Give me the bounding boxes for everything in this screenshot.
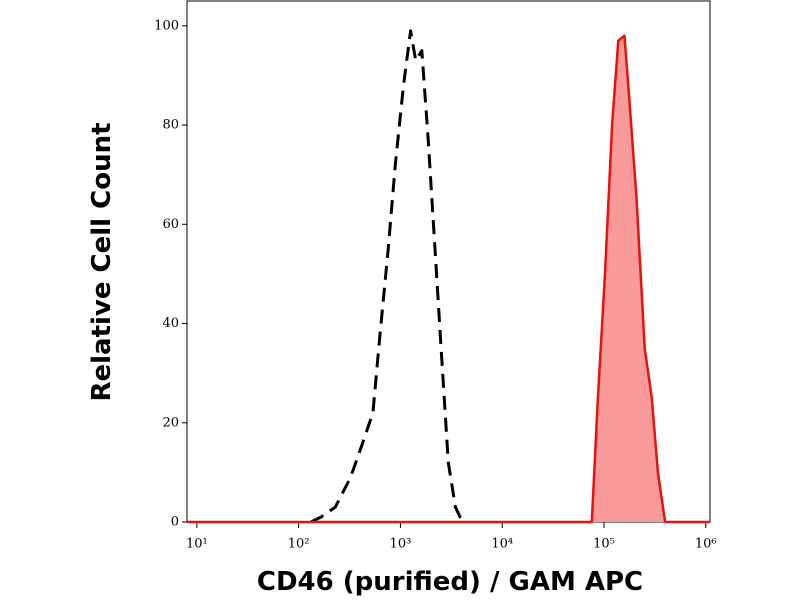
series-line (310, 29, 464, 524)
y-tick-label: 0 (171, 515, 179, 530)
x-tick-label: 10³ (390, 537, 412, 552)
x-tick-label: 10⁵ (593, 537, 615, 552)
y-tick-label: 100 (154, 18, 179, 33)
y-tick-label: 60 (162, 217, 179, 232)
x-axis-title: CD46 (purified) / GAM APC (257, 567, 643, 597)
y-tick-label: 40 (162, 316, 179, 331)
x-tick-label: 10² (288, 537, 310, 552)
y-tick-label: 80 (162, 118, 179, 133)
series-line (187, 34, 710, 524)
y-tick-label: 20 (162, 415, 179, 430)
y-axis-title: Relative Cell Count (87, 122, 117, 401)
x-tick-label: 10¹ (186, 537, 208, 552)
x-tick-label: 10⁶ (695, 537, 717, 552)
x-tick-label: 10⁴ (491, 537, 513, 552)
